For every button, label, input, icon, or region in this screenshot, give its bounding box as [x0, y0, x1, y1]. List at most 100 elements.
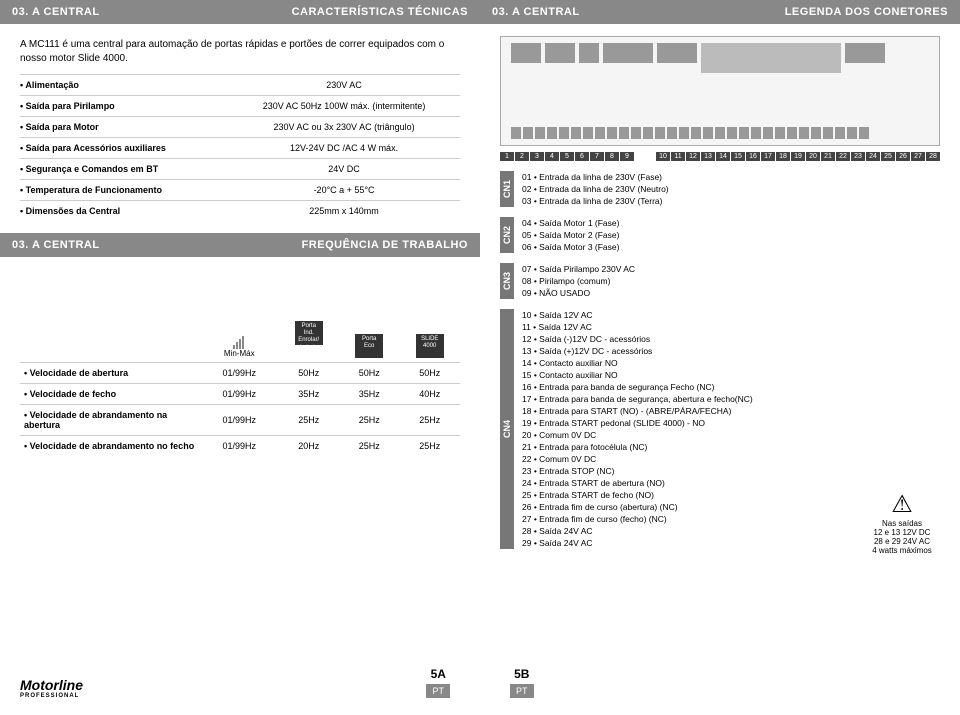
header-left-r: 03. A CENTRAL: [492, 6, 580, 18]
page-num-text: 5A: [426, 667, 450, 681]
intro-text: A MC111 é uma central para automação de …: [0, 24, 480, 74]
spec-label: • Segurança e Comandos em BT: [20, 159, 228, 180]
spec-label: • Saída para Pirilampo: [20, 96, 228, 117]
pcb-terminal: [715, 127, 725, 139]
pin: 1: [500, 152, 514, 161]
freq-c2: 35Hz: [279, 383, 339, 404]
warning-box: ⚠ Nas saídas 12 e 13 12V DC 28 e 29 24V …: [862, 490, 942, 555]
cn1-block: CN1 01 • Entrada da linha de 230V (Fase)…: [500, 171, 940, 207]
legend-item: 17 • Entrada para banda de segurança, ab…: [522, 393, 940, 405]
header-right: CARACTERÍSTICAS TÉCNICAS: [292, 6, 468, 18]
header-right-r: LEGENDA DOS CONETORES: [785, 6, 948, 18]
legend-item: 18 • Entrada para START (NO) - (ABRE/PÁR…: [522, 405, 940, 417]
pin: 5: [560, 152, 574, 161]
pcb-terminal: [679, 127, 689, 139]
pcb-terminal: [787, 127, 797, 139]
freq-row: • Velocidade de abertura01/99Hz50Hz50Hz5…: [20, 362, 460, 383]
legend-item: 21 • Entrada para fotocélula (NC): [522, 441, 940, 453]
spec-label: • Saída para Motor: [20, 117, 228, 138]
logo: Motorline PROFESSIONAL: [20, 677, 83, 699]
pin-row-right: 10111213141516171819202122232425262728: [656, 152, 940, 161]
freq-label: • Velocidade de fecho: [20, 383, 200, 404]
pcb-terminal: [835, 127, 845, 139]
freq-c4: 40Hz: [399, 383, 460, 404]
pcb-terminal: [667, 127, 677, 139]
warn-l2: 12 e 13 12V DC: [862, 528, 942, 537]
pin: 28: [926, 152, 940, 161]
legend-item: 02 • Entrada da linha de 230V (Neutro): [522, 183, 940, 195]
pcb-terminal: [511, 127, 521, 139]
pin: 25: [881, 152, 895, 161]
freq-c1: 01/99Hz: [200, 404, 279, 435]
header-bar: 03. A CENTRAL CARACTERÍSTICAS TÉCNICAS: [0, 0, 480, 24]
pcb-terminal: [691, 127, 701, 139]
pcb-terminal: [763, 127, 773, 139]
legend-item: 19 • Entrada START pedonal (SLIDE 4000) …: [522, 417, 940, 429]
pcb-terminal: [751, 127, 761, 139]
pin: 13: [701, 152, 715, 161]
logo-sub: PROFESSIONAL: [20, 693, 83, 699]
freq-row: • Velocidade de fecho01/99Hz35Hz35Hz40Hz: [20, 383, 460, 404]
pcb-terminal: [547, 127, 557, 139]
freq-header: SLIDE 4000: [399, 317, 460, 362]
pcb-terminal: [727, 127, 737, 139]
warn-l4: 4 watts máximos: [862, 546, 942, 555]
pin: 26: [896, 152, 910, 161]
warn-l3: 28 e 29 24V AC: [862, 537, 942, 546]
header-left: 03. A CENTRAL: [12, 6, 100, 18]
signal-icon: [233, 336, 245, 349]
legend-item: 05 • Saída Motor 2 (Fase): [522, 229, 940, 241]
legend-item: 09 • NÃO USADO: [522, 287, 940, 299]
pin: 27: [911, 152, 925, 161]
pcb-terminal: [631, 127, 641, 139]
cn2-label: CN2: [500, 217, 514, 253]
spec-label: • Dimensões da Central: [20, 201, 228, 222]
legend-item: 12 • Saída (-)12V DC - acessórios: [522, 333, 940, 345]
spec-value: 230V AC ou 3x 230V AC (triângulo): [228, 117, 460, 138]
pcb-terminal: [799, 127, 809, 139]
spec-value: 230V AC: [228, 75, 460, 96]
spec-row: • Alimentação230V AC: [20, 75, 460, 96]
legend-item: 16 • Entrada para banda de segurança Fec…: [522, 381, 940, 393]
pin: 10: [656, 152, 670, 161]
legend-item: 10 • Saída 12V AC: [522, 309, 940, 321]
dark-box-icon: Porta Ind. Enrolar/ Ind. de Emparelhar: [295, 321, 323, 345]
legend-item: 15 • Contacto auxiliar NO: [522, 369, 940, 381]
legend-item: 06 • Saída Motor 3 (Fase): [522, 241, 940, 253]
spec-value: 24V DC: [228, 159, 460, 180]
spec-value: -20°C a + 55°C: [228, 180, 460, 201]
legend-item: 01 • Entrada da linha de 230V (Fase): [522, 171, 940, 183]
pin: 7: [590, 152, 604, 161]
pt-badge-r: PT: [510, 684, 534, 698]
freq-c2: 50Hz: [279, 362, 339, 383]
pcb-terminal: [583, 127, 593, 139]
freq-row: • Velocidade de abrandamento na abertura…: [20, 404, 460, 435]
pin: 19: [791, 152, 805, 161]
pin: 9: [620, 152, 634, 161]
pcb-terminal: [571, 127, 581, 139]
freq-c2: 20Hz: [279, 435, 339, 456]
spec-row: • Saída para Acessórios auxiliares12V-24…: [20, 138, 460, 159]
pcb-terminal: [775, 127, 785, 139]
spec-table: • Alimentação230V AC• Saída para Pirilam…: [20, 74, 460, 221]
pin: 16: [746, 152, 760, 161]
legend-item: 23 • Entrada STOP (NC): [522, 465, 940, 477]
pin: 17: [761, 152, 775, 161]
pin: 4: [545, 152, 559, 161]
spec-value: 225mm x 140mm: [228, 201, 460, 222]
page-num-text-r: 5B: [510, 667, 534, 681]
freq-c3: 25Hz: [339, 404, 399, 435]
dark-box-icon: SLIDE 4000: [416, 334, 444, 358]
legend-item: 03 • Entrada da linha de 230V (Terra): [522, 195, 940, 207]
dark-box-icon: Porta Eco: [355, 334, 383, 358]
pcb-terminal: [595, 127, 605, 139]
freq-c4: 25Hz: [399, 404, 460, 435]
pin: 12: [686, 152, 700, 161]
legend-item: 14 • Contacto auxiliar NO: [522, 357, 940, 369]
freq-c4: 50Hz: [399, 362, 460, 383]
pin: 11: [671, 152, 685, 161]
spec-value: 230V AC 50Hz 100W máx. (intermitente): [228, 96, 460, 117]
pcb-terminal: [607, 127, 617, 139]
spec-row: • Dimensões da Central225mm x 140mm: [20, 201, 460, 222]
pcb-terminal: [739, 127, 749, 139]
